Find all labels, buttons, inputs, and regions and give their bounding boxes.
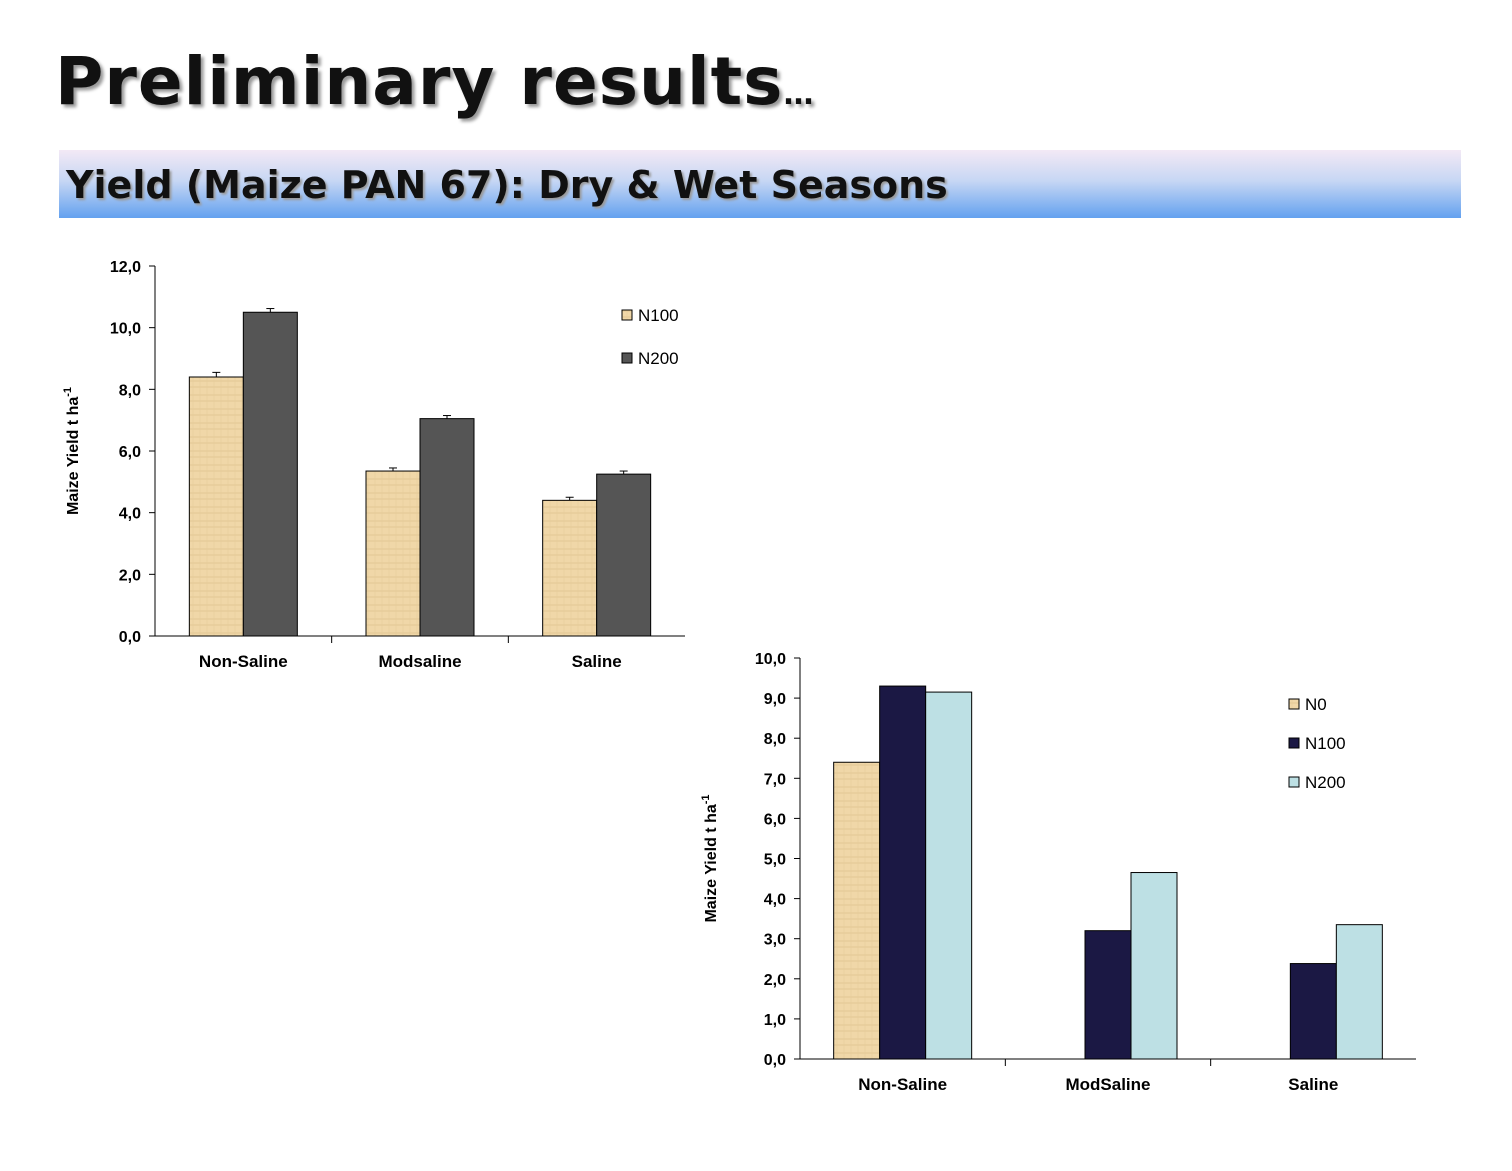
legend-label-n200: N200 xyxy=(638,349,679,368)
x-category-label: Saline xyxy=(1288,1075,1338,1094)
legend-swatch-n100 xyxy=(1288,737,1300,749)
bar-n200-modsaline xyxy=(1130,872,1178,1060)
x-category-label: Non-Saline xyxy=(199,652,288,671)
x-category-label: Saline xyxy=(572,652,622,671)
bar-n100-non-saline xyxy=(188,376,244,637)
y-tick-label: 7,0 xyxy=(764,771,786,788)
y-tick-label: 0,0 xyxy=(764,1052,786,1069)
y-axis-label-text: Maize Yield t ha xyxy=(703,804,720,922)
y-tick-label: 2,0 xyxy=(764,972,786,989)
x-category-label: Modsaline xyxy=(378,652,461,671)
legend-swatch-n0 xyxy=(1288,698,1300,710)
bar-n100-modsaline xyxy=(1084,930,1132,1060)
y-tick-label: 10,0 xyxy=(755,651,786,668)
legend-swatch-n200 xyxy=(1288,776,1300,788)
x-category-label: ModSaline xyxy=(1065,1075,1150,1094)
y-tick-label: 6,0 xyxy=(119,444,141,461)
y-axis-label: Maize Yield t ha-1 xyxy=(62,387,82,515)
y-axis-label-superscript: -1 xyxy=(62,387,74,397)
slide-title-text: Preliminary results xyxy=(55,43,784,120)
bar-n200-modsaline xyxy=(419,418,475,637)
legend-swatch-n200 xyxy=(621,352,633,364)
y-axis-label-superscript: -1 xyxy=(700,794,712,804)
y-axis-label: Maize Yield t ha-1 xyxy=(700,794,720,922)
y-tick-label: 5,0 xyxy=(764,852,786,869)
bar-n100-saline xyxy=(542,499,598,637)
y-tick-label: 4,0 xyxy=(119,506,141,523)
y-tick-label: 12,0 xyxy=(110,259,141,276)
bar-n200-saline xyxy=(1335,924,1383,1060)
y-tick-label: 8,0 xyxy=(764,731,786,748)
legend-label-n200: N200 xyxy=(1305,773,1346,792)
y-tick-label: 0,0 xyxy=(119,629,141,646)
subtitle-banner xyxy=(59,150,1461,218)
bar-n200-non-saline xyxy=(242,311,298,637)
legend-swatch-n100 xyxy=(621,309,633,321)
y-tick-label: 4,0 xyxy=(764,892,786,909)
bar-n100-non-saline xyxy=(879,685,927,1060)
y-tick-label: 6,0 xyxy=(764,811,786,828)
slide-title-ellipsis: … xyxy=(783,77,815,112)
legend-label-n100: N100 xyxy=(1305,734,1346,753)
bar-n100-modsaline xyxy=(365,470,421,637)
legend-label-n0: N0 xyxy=(1305,695,1327,714)
legend-label-n100: N100 xyxy=(638,306,679,325)
y-tick-label: 8,0 xyxy=(119,382,141,399)
y-tick-label: 1,0 xyxy=(764,1012,786,1029)
slide-title: Preliminary results… xyxy=(55,42,814,135)
slide-subtitle: Yield (Maize PAN 67): Dry & Wet Seasons xyxy=(66,163,948,207)
x-category-label: Non-Saline xyxy=(858,1075,947,1094)
y-axis-label-text: Maize Yield t ha xyxy=(65,397,82,515)
y-tick-label: 3,0 xyxy=(764,932,786,949)
y-tick-label: 10,0 xyxy=(110,321,141,338)
bar-n100-saline xyxy=(1289,963,1337,1060)
bar-n200-saline xyxy=(596,473,652,637)
y-tick-label: 2,0 xyxy=(119,567,141,584)
bar-n200-non-saline xyxy=(925,691,973,1060)
y-tick-label: 9,0 xyxy=(764,691,786,708)
bar-n0-non-saline xyxy=(833,761,881,1060)
